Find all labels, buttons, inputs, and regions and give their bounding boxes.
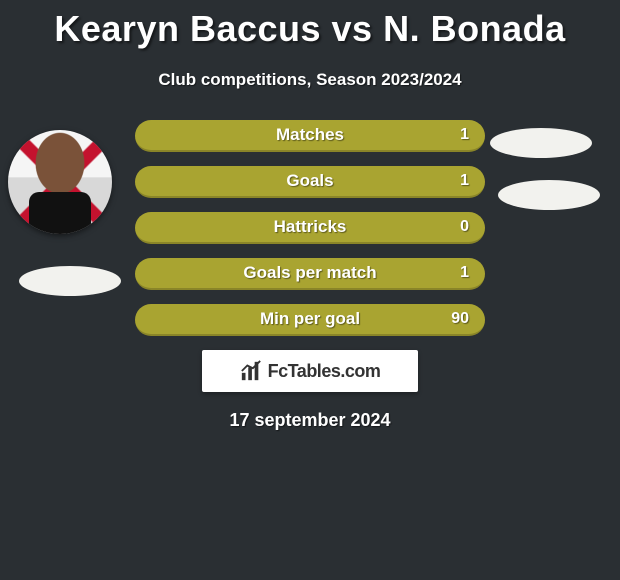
stat-bar-hattricks: Hattricks 0 [135,212,485,244]
stat-value: 1 [460,126,469,144]
subtitle: Club competitions, Season 2023/2024 [0,70,620,90]
stat-bar-goals-per-match: Goals per match 1 [135,258,485,290]
stat-label: Hattricks [274,217,347,237]
stat-pill-right-1 [490,128,592,158]
stat-bar-goals: Goals 1 [135,166,485,198]
stat-label: Goals [286,171,333,191]
stat-label: Min per goal [260,309,360,329]
date-label: 17 september 2024 [0,410,620,431]
bar-chart-icon [240,360,262,382]
stat-value: 1 [460,172,469,190]
comparison-panel: Matches 1 Goals 1 Hattricks 0 Goals per … [0,120,620,431]
stat-pill-right-2 [498,180,600,210]
stat-bar-min-per-goal: Min per goal 90 [135,304,485,336]
stat-value: 1 [460,264,469,282]
stat-bar-matches: Matches 1 [135,120,485,152]
player-left-avatar [8,130,112,234]
branding-badge: FcTables.com [202,350,418,392]
stat-bars: Matches 1 Goals 1 Hattricks 0 Goals per … [135,120,485,336]
page-title: Kearyn Baccus vs N. Bonada [0,0,620,50]
stat-value: 0 [460,218,469,236]
stat-label: Goals per match [243,263,376,283]
stat-pill-left-1 [19,266,121,296]
stat-value: 90 [451,310,469,328]
branding-text: FcTables.com [268,361,381,382]
stat-label: Matches [276,125,344,145]
